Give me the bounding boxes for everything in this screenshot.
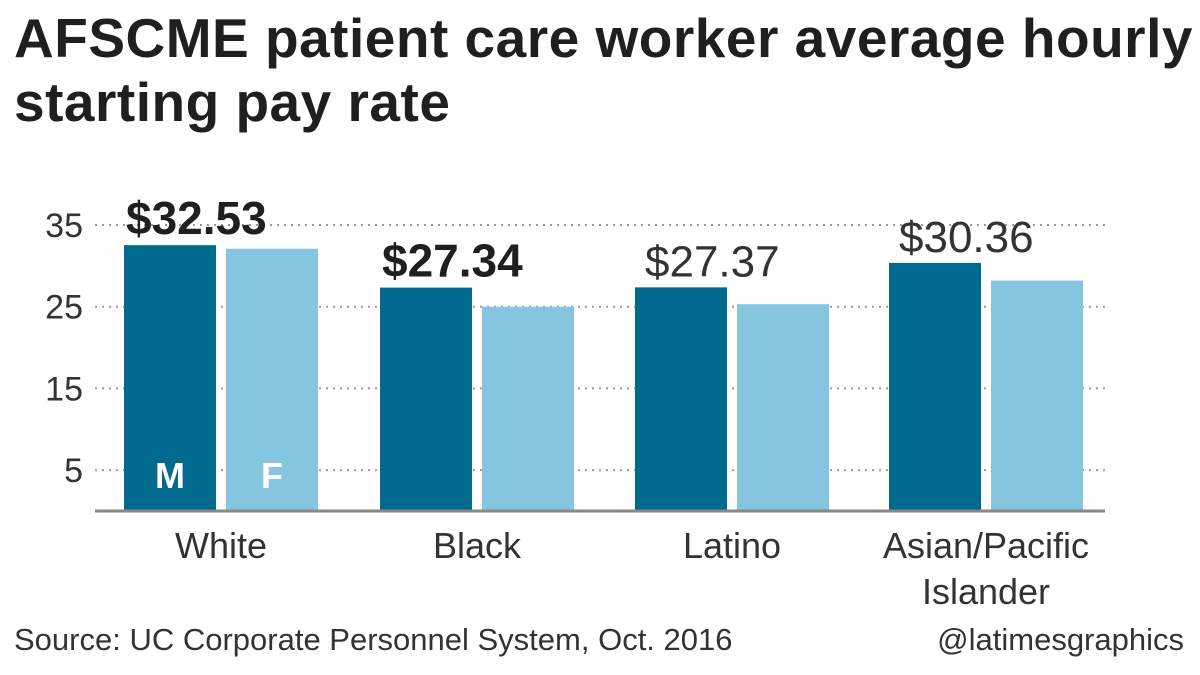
- series-label-f: F: [261, 455, 283, 496]
- y-tick-label-15: 15: [45, 370, 83, 408]
- value-label-0: $32.53: [126, 192, 267, 244]
- series-label-m: M: [155, 455, 185, 496]
- bar-m-1: [380, 287, 472, 511]
- value-label-1: $27.34: [382, 235, 523, 287]
- x-tick-label-1-0: Black: [433, 525, 522, 566]
- x-tick-label-0-0: White: [175, 525, 267, 566]
- source-note: Source: UC Corporate Personnel System, O…: [14, 622, 733, 657]
- x-tick-label-2-0: Latino: [683, 525, 781, 566]
- x-tick-label-3-1: Islander: [922, 571, 1050, 612]
- bar-f-3: [991, 280, 1083, 511]
- bar-f-1: [482, 306, 574, 511]
- x-tick-label-3-0: Asian/Pacific: [883, 525, 1089, 566]
- bar-f-2: [737, 304, 829, 511]
- y-tick-label-25: 25: [45, 289, 83, 327]
- bar-m-0: [124, 245, 216, 512]
- credit-handle: @latimesgraphics: [937, 622, 1184, 657]
- bar-f-0: [226, 248, 318, 511]
- y-tick-label-5: 5: [64, 452, 83, 490]
- chart-title: AFSCME patient care worker average hourl…: [14, 7, 1193, 133]
- bar-m-2: [635, 287, 727, 511]
- y-tick-label-35: 35: [45, 207, 83, 245]
- value-label-3: $30.36: [899, 213, 1034, 262]
- value-label-2: $27.37: [645, 237, 780, 286]
- bar-m-3: [889, 262, 981, 511]
